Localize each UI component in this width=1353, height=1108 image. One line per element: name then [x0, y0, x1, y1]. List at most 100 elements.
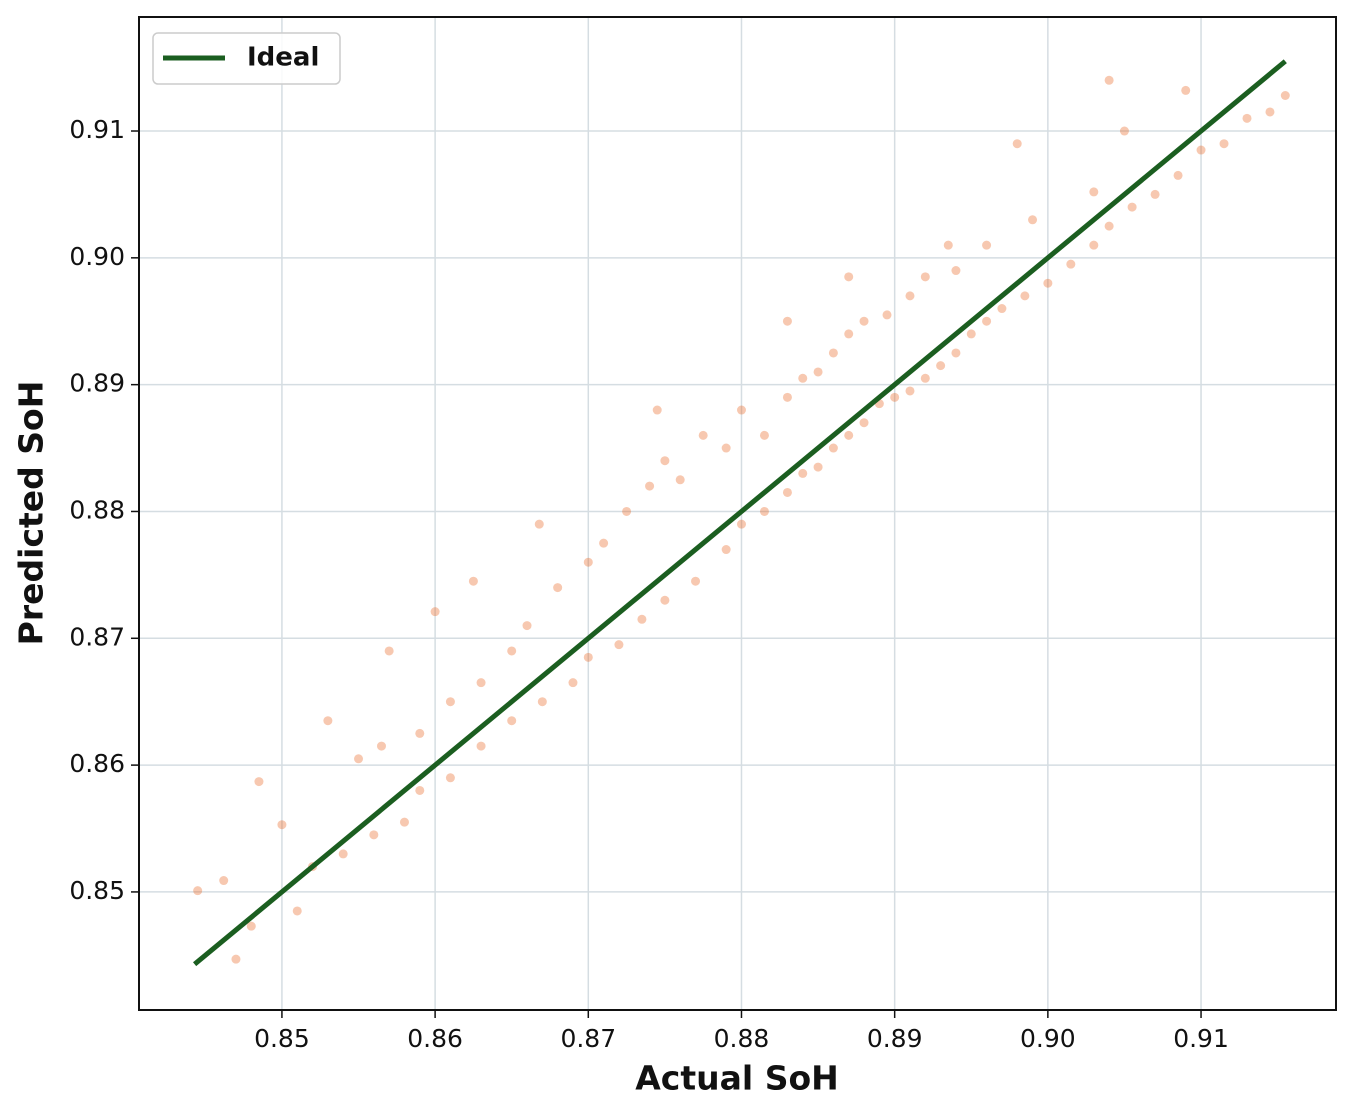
scatter-point: [859, 316, 869, 326]
scatter-point: [645, 481, 655, 491]
scatter-point: [219, 876, 229, 886]
y-tick-label: 0.91: [69, 115, 125, 144]
scatter-point: [936, 361, 946, 371]
scatter-point: [622, 506, 632, 516]
scatter-point: [905, 291, 915, 301]
scatter-point: [507, 646, 517, 656]
scatter-point: [537, 697, 547, 707]
scatter-point: [951, 266, 961, 276]
scatter-point: [675, 475, 685, 485]
scatter-point: [813, 367, 823, 377]
scatter-point: [599, 538, 609, 548]
scatter-point: [828, 443, 838, 453]
scatter-point: [882, 310, 892, 320]
y-tick-label: 0.87: [69, 622, 125, 651]
y-tick-label: 0.88: [69, 495, 125, 524]
scatter-point: [323, 716, 333, 726]
x-tick-label: 0.89: [867, 1024, 923, 1053]
scatter-point: [445, 773, 455, 783]
scatter-point: [698, 430, 708, 440]
scatter-point: [736, 519, 746, 529]
scatter-point: [614, 640, 624, 650]
scatter-point: [338, 849, 348, 859]
scatter-point: [292, 906, 302, 916]
scatter-point: [1280, 91, 1290, 101]
scatter-point: [254, 777, 264, 787]
scatter-point: [376, 741, 386, 751]
scatter-point: [415, 785, 425, 795]
scatter-point: [354, 754, 364, 764]
y-axis-title: Predicted SoH: [12, 381, 51, 646]
scatter-point: [782, 487, 792, 497]
scatter-point: [736, 405, 746, 415]
scatter-point: [1150, 189, 1160, 199]
scatter-point: [553, 583, 563, 593]
scatter-point: [1043, 278, 1053, 288]
scatter-point: [415, 728, 425, 738]
scatter-point: [1181, 85, 1191, 95]
scatter-point: [1028, 215, 1038, 225]
scatter-point: [583, 557, 593, 567]
scatter-point: [476, 741, 486, 751]
legend-box: [152, 32, 341, 85]
scatter-point: [844, 430, 854, 440]
scatter-point: [721, 545, 731, 555]
scatter-point: [369, 830, 379, 840]
scatter-point: [782, 316, 792, 326]
scatter-point: [1173, 170, 1183, 180]
scatter-point: [1089, 187, 1099, 197]
plot-frame: [138, 16, 1337, 1011]
scatter-point: [522, 621, 532, 631]
y-tick-label: 0.85: [69, 876, 125, 905]
scatter-point: [844, 329, 854, 339]
y-tick-label: 0.89: [69, 369, 125, 398]
scatter-point: [476, 678, 486, 688]
scatter-point: [1104, 221, 1114, 231]
scatter-point: [660, 456, 670, 466]
y-tick-label: 0.90: [69, 242, 125, 271]
scatter-point: [637, 614, 647, 624]
scatter-point: [890, 392, 900, 402]
scatter-point: [1020, 291, 1030, 301]
scatter-point: [982, 316, 992, 326]
legend: Ideal: [152, 32, 341, 85]
scatter-point: [1196, 145, 1206, 155]
scatter-point: [920, 373, 930, 383]
scatter-point: [943, 240, 953, 250]
scatter-point: [1089, 240, 1099, 250]
scatter-point: [430, 607, 440, 617]
scatter-point: [1265, 107, 1275, 117]
scatter-point: [1219, 139, 1229, 149]
scatter-point: [997, 304, 1007, 314]
y-tick-label: 0.86: [69, 749, 125, 778]
scatter-point: [468, 576, 478, 586]
scatter-point: [534, 519, 544, 529]
scatter-point: [231, 954, 241, 964]
scatter-point: [844, 272, 854, 282]
scatter-point: [966, 329, 976, 339]
legend-label: Ideal: [247, 43, 319, 73]
scatter-point: [828, 348, 838, 358]
x-tick-label: 0.90: [1020, 1024, 1076, 1053]
scatter-point: [583, 652, 593, 662]
x-tick-label: 0.85: [254, 1024, 310, 1053]
scatter-point: [905, 386, 915, 396]
scatter-point: [982, 240, 992, 250]
scatter-point: [759, 430, 769, 440]
scatter-point: [568, 678, 578, 688]
x-tick-label: 0.87: [560, 1024, 616, 1053]
x-tick-label: 0.86: [407, 1024, 463, 1053]
scatter-point: [859, 418, 869, 428]
scatter-point: [798, 373, 808, 383]
scatter-point: [1127, 202, 1137, 212]
scatter-point: [1104, 75, 1114, 85]
scatter-point: [384, 646, 394, 656]
scatter-point: [1119, 126, 1129, 136]
scatter-point: [507, 716, 517, 726]
scatter-point: [277, 820, 287, 830]
scatter-point: [813, 462, 823, 472]
scatter-point: [920, 272, 930, 282]
scatter-point: [445, 697, 455, 707]
scatter-point: [782, 392, 792, 402]
